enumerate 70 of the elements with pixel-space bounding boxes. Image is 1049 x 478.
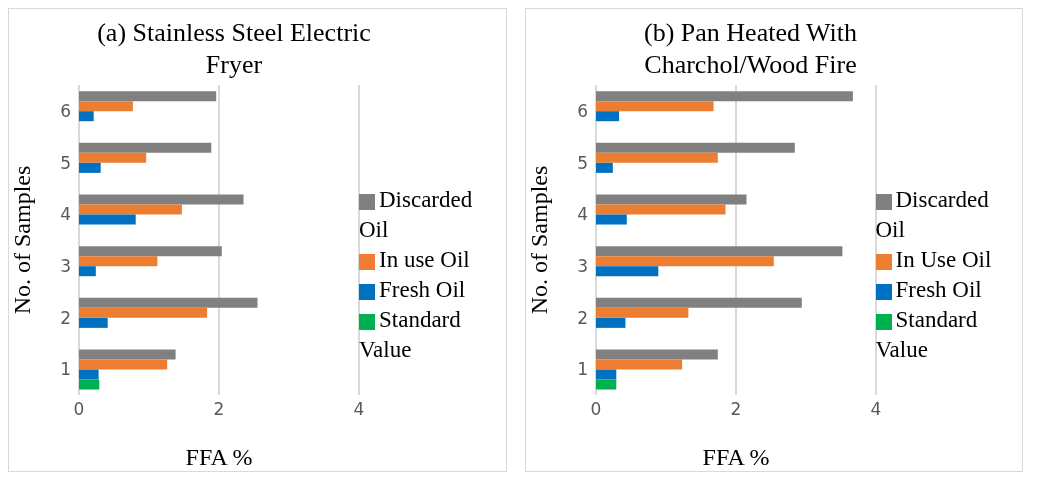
bar — [595, 111, 619, 122]
bar — [79, 349, 176, 360]
bar — [79, 266, 96, 277]
bar — [595, 214, 627, 225]
legend-label: Standard Value — [875, 307, 978, 362]
y-tick-label: 1 — [576, 359, 588, 380]
legend-label: In Use Oil — [895, 247, 992, 272]
bar — [595, 204, 725, 215]
y-tick-label: 2 — [60, 307, 71, 328]
bar — [79, 152, 147, 163]
y-tick-label: 1 — [60, 359, 71, 380]
bar — [79, 246, 222, 257]
bar — [79, 317, 108, 328]
bar — [79, 91, 217, 102]
x-axis-title: FFA % — [702, 444, 769, 470]
x-tick-label: 0 — [73, 399, 85, 420]
x-tick-label: 4 — [870, 399, 881, 420]
bar — [595, 101, 714, 112]
bar — [595, 349, 718, 360]
legend-label: Standard Value — [359, 307, 461, 362]
bar — [79, 162, 101, 173]
bar — [79, 214, 136, 225]
x-tick-label: 4 — [353, 399, 365, 420]
bar — [595, 369, 616, 380]
y-tick-label: 5 — [60, 152, 71, 173]
y-axis-title: No. of Samples — [8, 165, 35, 315]
bar — [595, 142, 795, 153]
bar — [79, 194, 244, 205]
bar — [595, 297, 802, 308]
bar — [79, 307, 208, 318]
bar — [595, 307, 688, 318]
chart-title: (b) Pan Heated With Charchol/Wood Fire — [643, 17, 858, 81]
x-axis-title: FFA % — [185, 444, 253, 470]
bar — [595, 266, 658, 277]
y-tick-label: 4 — [60, 204, 71, 225]
bar — [595, 246, 842, 257]
x-tick-label: 2 — [213, 399, 225, 420]
y-tick-label: 5 — [576, 152, 588, 173]
bar — [79, 142, 212, 153]
x-tick-label: 0 — [590, 399, 601, 420]
bar — [595, 194, 746, 205]
legend-label: Fresh Oil — [379, 277, 466, 302]
chart-title: (a) Stainless Steel Electric Fryer — [96, 17, 372, 81]
legend-label: Fresh Oil — [895, 277, 982, 302]
y-tick-label: 4 — [576, 204, 588, 225]
bar — [595, 152, 718, 163]
bar — [79, 359, 168, 370]
y-tick-label: 2 — [576, 307, 588, 328]
y-tick-label: 6 — [576, 100, 588, 121]
bar — [79, 101, 133, 112]
bar — [79, 369, 99, 380]
bar — [595, 91, 853, 102]
bar — [595, 256, 774, 267]
x-tick-label: 2 — [730, 399, 741, 420]
y-tick-label: 3 — [576, 255, 588, 276]
bar — [595, 359, 682, 370]
y-tick-label: 3 — [60, 255, 71, 276]
y-axis-title: No. of Samples — [525, 165, 552, 315]
bar — [79, 256, 158, 267]
legend-label: Discarded Oil — [359, 187, 473, 242]
legend-label: In use Oil — [379, 247, 470, 272]
bar — [595, 317, 625, 328]
bar — [595, 379, 616, 390]
bar — [595, 162, 613, 173]
legend-label: Discarded Oil — [875, 187, 989, 242]
bar — [79, 204, 182, 215]
bar — [79, 111, 94, 122]
bar — [79, 379, 100, 390]
y-tick-label: 6 — [60, 100, 71, 121]
bar — [79, 297, 258, 308]
